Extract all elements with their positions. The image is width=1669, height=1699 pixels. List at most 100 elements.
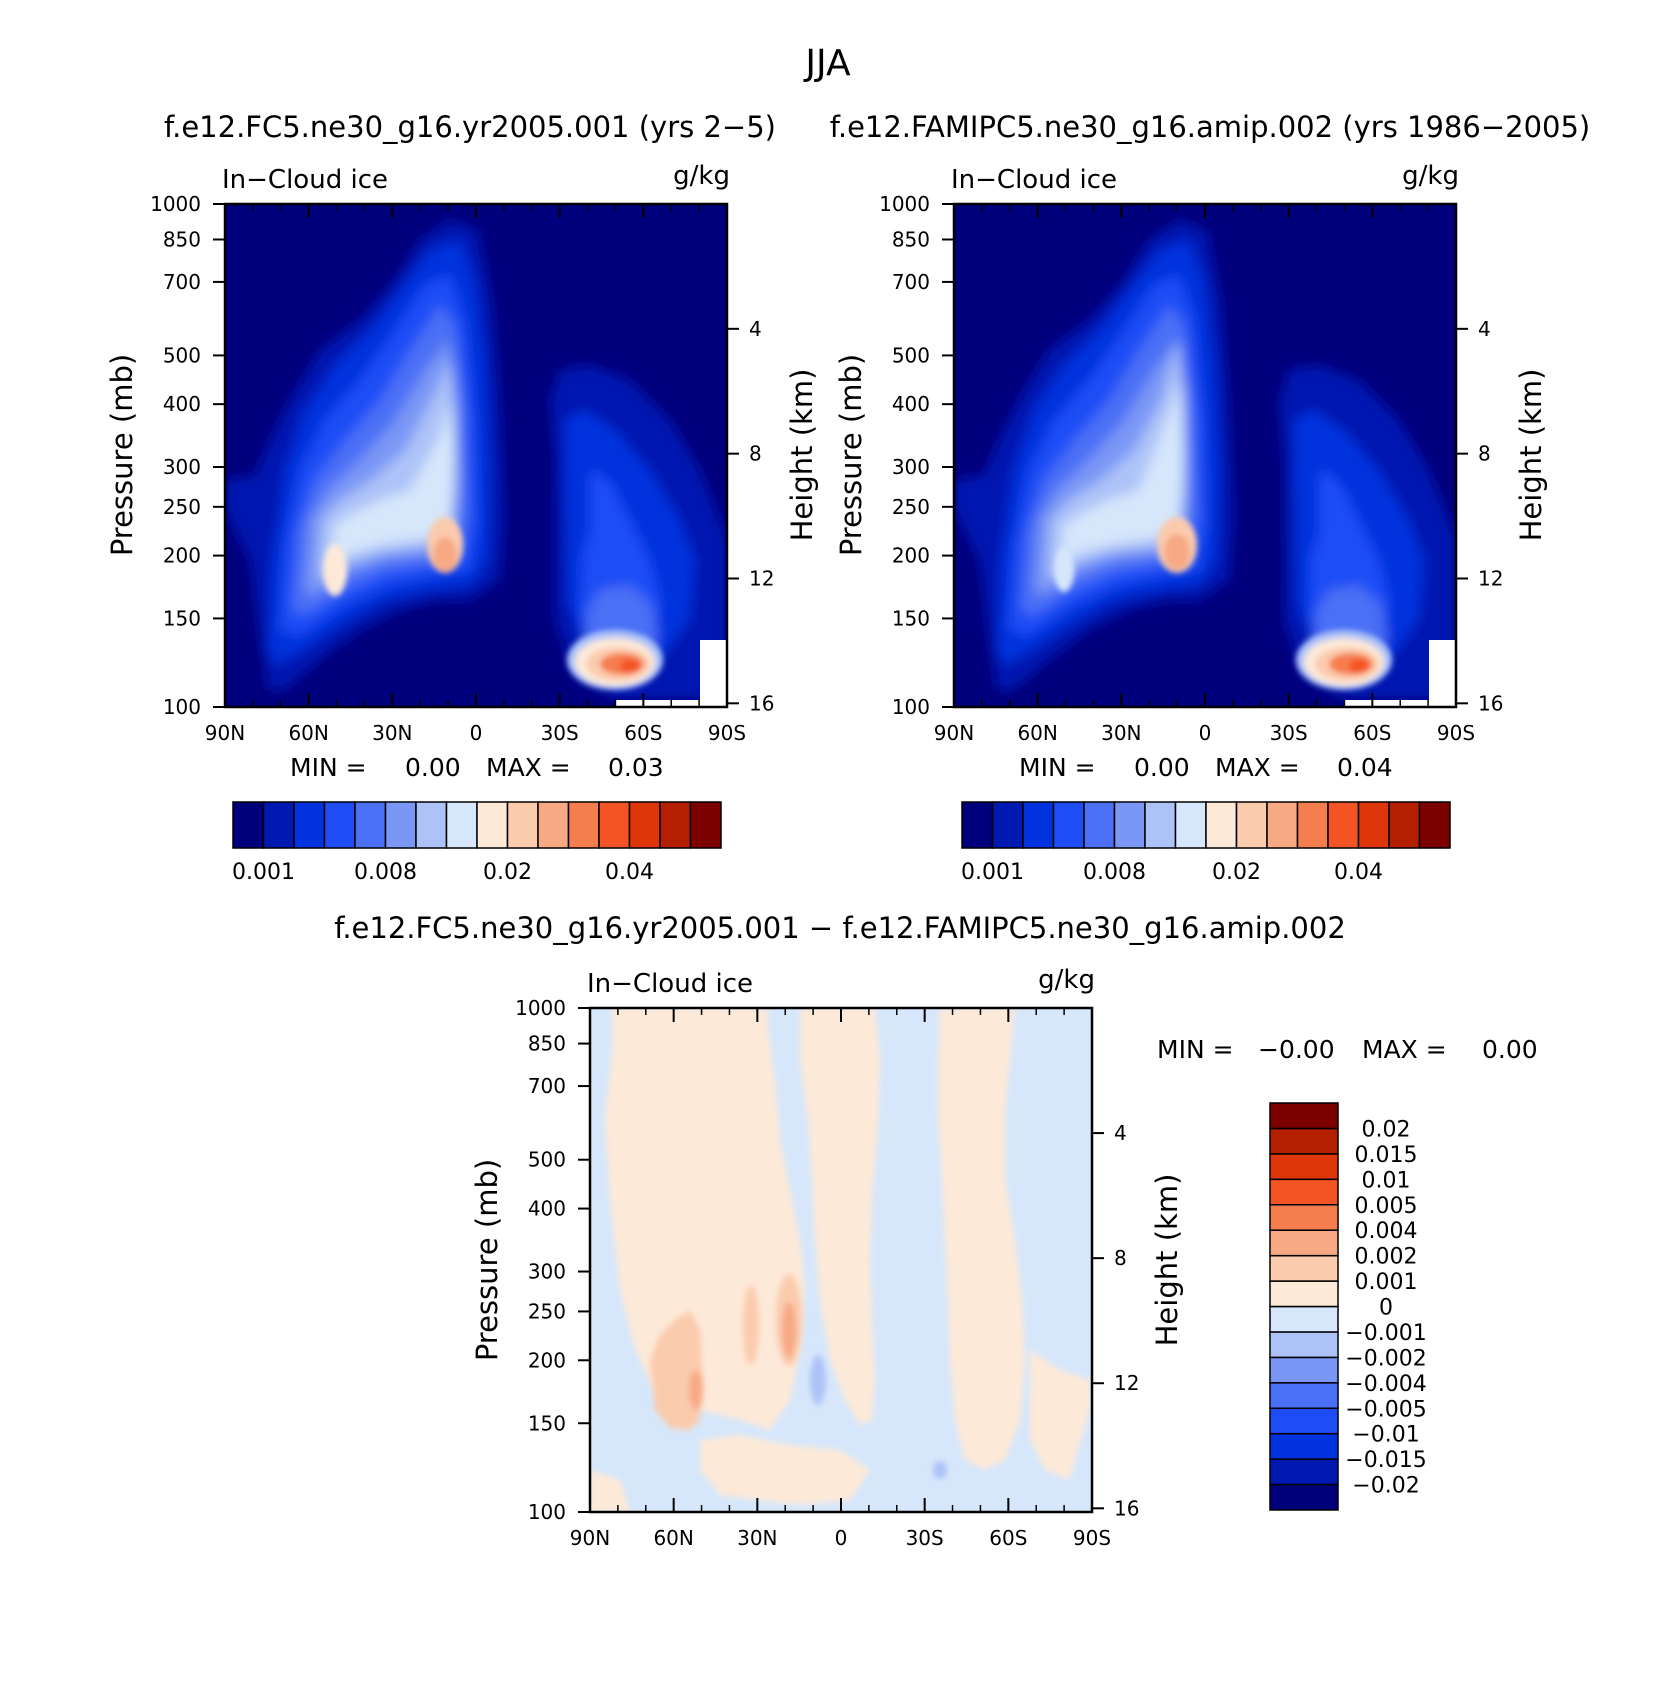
colorbar-box <box>1269 1127 1339 1155</box>
height-tick-label: 12 <box>749 566 774 590</box>
panel-2-ylabel: Pressure (mb) <box>834 354 868 556</box>
y-tick-label: 300 <box>528 1260 566 1284</box>
y-tick-label: 250 <box>892 495 930 519</box>
panel-3: f.e12.FC5.ne30_g16.yr2005.001 − f.e12.FA… <box>334 911 1537 1550</box>
colorbar-box <box>506 801 539 849</box>
colorbar-box <box>476 801 509 849</box>
panel-1-max-value: 0.03 <box>608 753 664 782</box>
panel-2-units-label: g/kg <box>1402 161 1459 191</box>
colorbar-label: −0.015 <box>1345 1448 1426 1473</box>
height-tick-label: 16 <box>1478 691 1503 715</box>
colorbar-box <box>1296 801 1329 849</box>
y-tick-label: 500 <box>528 1148 566 1172</box>
colorbar-box <box>1083 801 1116 849</box>
panel-3-variable-label: In−Cloud ice <box>587 969 753 999</box>
colorbar-box <box>628 801 661 849</box>
height-tick-label: 8 <box>1114 1246 1127 1270</box>
colorbar-label: 0.004 <box>1355 1219 1418 1244</box>
colorbar-box <box>1269 1102 1339 1130</box>
height-tick-label: 4 <box>1478 317 1491 341</box>
colorbar-box <box>1269 1407 1339 1435</box>
panel-1-title: f.e12.FC5.ne30_g16.yr2005.001 (yrs 2−5) <box>164 110 776 144</box>
colorbar-box <box>1174 801 1207 849</box>
panel-1-units-label: g/kg <box>673 161 730 191</box>
colorbar-label: 0 <box>1379 1296 1393 1321</box>
x-tick-label: 90S <box>708 721 746 745</box>
panel-3-colorbar: −0.02−0.015−0.01−0.005−0.004−0.002−0.001… <box>1269 1102 1427 1511</box>
panel-2: f.e12.FAMIPC5.ne30_g16.amip.002 (yrs 198… <box>830 110 1591 885</box>
colorbar-box <box>354 801 387 849</box>
y-tick-label: 400 <box>163 392 201 416</box>
x-tick-label: 90N <box>934 721 974 745</box>
x-tick-label: 0 <box>470 721 483 745</box>
colorbar-box <box>1269 1254 1339 1282</box>
colorbar-box <box>1269 1382 1339 1409</box>
x-tick-label: 90S <box>1073 1526 1111 1550</box>
colorbar-box <box>1269 1204 1339 1231</box>
y-tick-label: 200 <box>528 1348 566 1372</box>
y-tick-label: 200 <box>163 544 201 568</box>
x-tick-label: 60S <box>624 721 662 745</box>
y-tick-label: 250 <box>163 495 201 519</box>
colorbar-box <box>1269 1229 1339 1257</box>
x-tick-label: 60S <box>989 1526 1027 1550</box>
y-tick-label: 400 <box>528 1197 566 1221</box>
y-tick-label: 1000 <box>879 192 930 216</box>
panel-3-ylabel: Pressure (mb) <box>470 1159 504 1361</box>
x-tick-label: 30N <box>1101 721 1141 745</box>
colorbar-label: 0.04 <box>605 860 654 885</box>
x-tick-label: 60S <box>1353 721 1391 745</box>
colorbar-box <box>537 801 570 849</box>
panel-3-min-label: MIN = <box>1157 1035 1234 1064</box>
colorbar-label: 0.002 <box>1355 1245 1418 1270</box>
colorbar-box <box>1269 1483 1339 1511</box>
panel-1-min-label: MIN = <box>290 753 367 782</box>
panel-1-max-label: MAX = <box>486 753 571 782</box>
x-tick-label: 30S <box>541 721 579 745</box>
panel-3-min-value: −0.00 <box>1258 1035 1335 1064</box>
panel-3-max-label: MAX = <box>1362 1035 1447 1064</box>
panel-3-max-value: 0.00 <box>1482 1035 1538 1064</box>
y-tick-label: 100 <box>163 695 201 719</box>
colorbar-box <box>1113 801 1146 849</box>
colorbar-box <box>262 801 295 849</box>
colorbar-box <box>1388 801 1421 849</box>
colorbar-box <box>1357 801 1390 849</box>
panel-3-units-label: g/kg <box>1038 965 1095 995</box>
x-tick-label: 0 <box>1199 721 1212 745</box>
x-tick-label: 30S <box>1270 721 1308 745</box>
colorbar-label: 0.02 <box>1212 860 1261 885</box>
colorbar-label: −0.02 <box>1352 1474 1419 1499</box>
y-tick-label: 400 <box>892 392 930 416</box>
colorbar-box <box>1269 1305 1339 1333</box>
colorbar-label: 0.02 <box>483 860 532 885</box>
height-tick-label: 12 <box>1114 1371 1139 1395</box>
y-tick-label: 850 <box>163 228 201 252</box>
panel-3-field <box>590 1008 1092 1512</box>
y-tick-label: 300 <box>892 455 930 479</box>
y-tick-label: 850 <box>892 228 930 252</box>
colorbar-label: −0.002 <box>1345 1346 1426 1371</box>
colorbar-label: 0.01 <box>1362 1168 1411 1193</box>
colorbar-label: −0.005 <box>1345 1397 1426 1422</box>
x-tick-label: 60N <box>653 1526 693 1550</box>
panel-2-max-value: 0.04 <box>1337 753 1393 782</box>
colorbar-label: −0.004 <box>1345 1372 1426 1397</box>
panel-3-title: f.e12.FC5.ne30_g16.yr2005.001 − f.e12.FA… <box>334 911 1346 945</box>
x-tick-label: 60N <box>1017 721 1057 745</box>
colorbar-box <box>567 801 600 849</box>
y-tick-label: 250 <box>528 1299 566 1323</box>
colorbar-label: 0.04 <box>1334 860 1383 885</box>
x-tick-label: 0 <box>835 1526 848 1550</box>
panel-2-title: f.e12.FAMIPC5.ne30_g16.amip.002 (yrs 198… <box>830 110 1591 144</box>
colorbar-label: 0.015 <box>1355 1143 1418 1168</box>
colorbar-box <box>1269 1432 1339 1460</box>
colorbar-box <box>1269 1356 1339 1384</box>
colorbar-box <box>1144 801 1177 849</box>
y-tick-label: 1000 <box>515 996 566 1020</box>
panel-1: f.e12.FC5.ne30_g16.yr2005.001 (yrs 2−5) … <box>105 110 819 885</box>
colorbar-box <box>1327 801 1360 849</box>
colorbar-label: −0.01 <box>1352 1423 1419 1448</box>
panel-2-min-value: 0.00 <box>1134 753 1190 782</box>
colorbar-label: −0.001 <box>1345 1321 1426 1346</box>
